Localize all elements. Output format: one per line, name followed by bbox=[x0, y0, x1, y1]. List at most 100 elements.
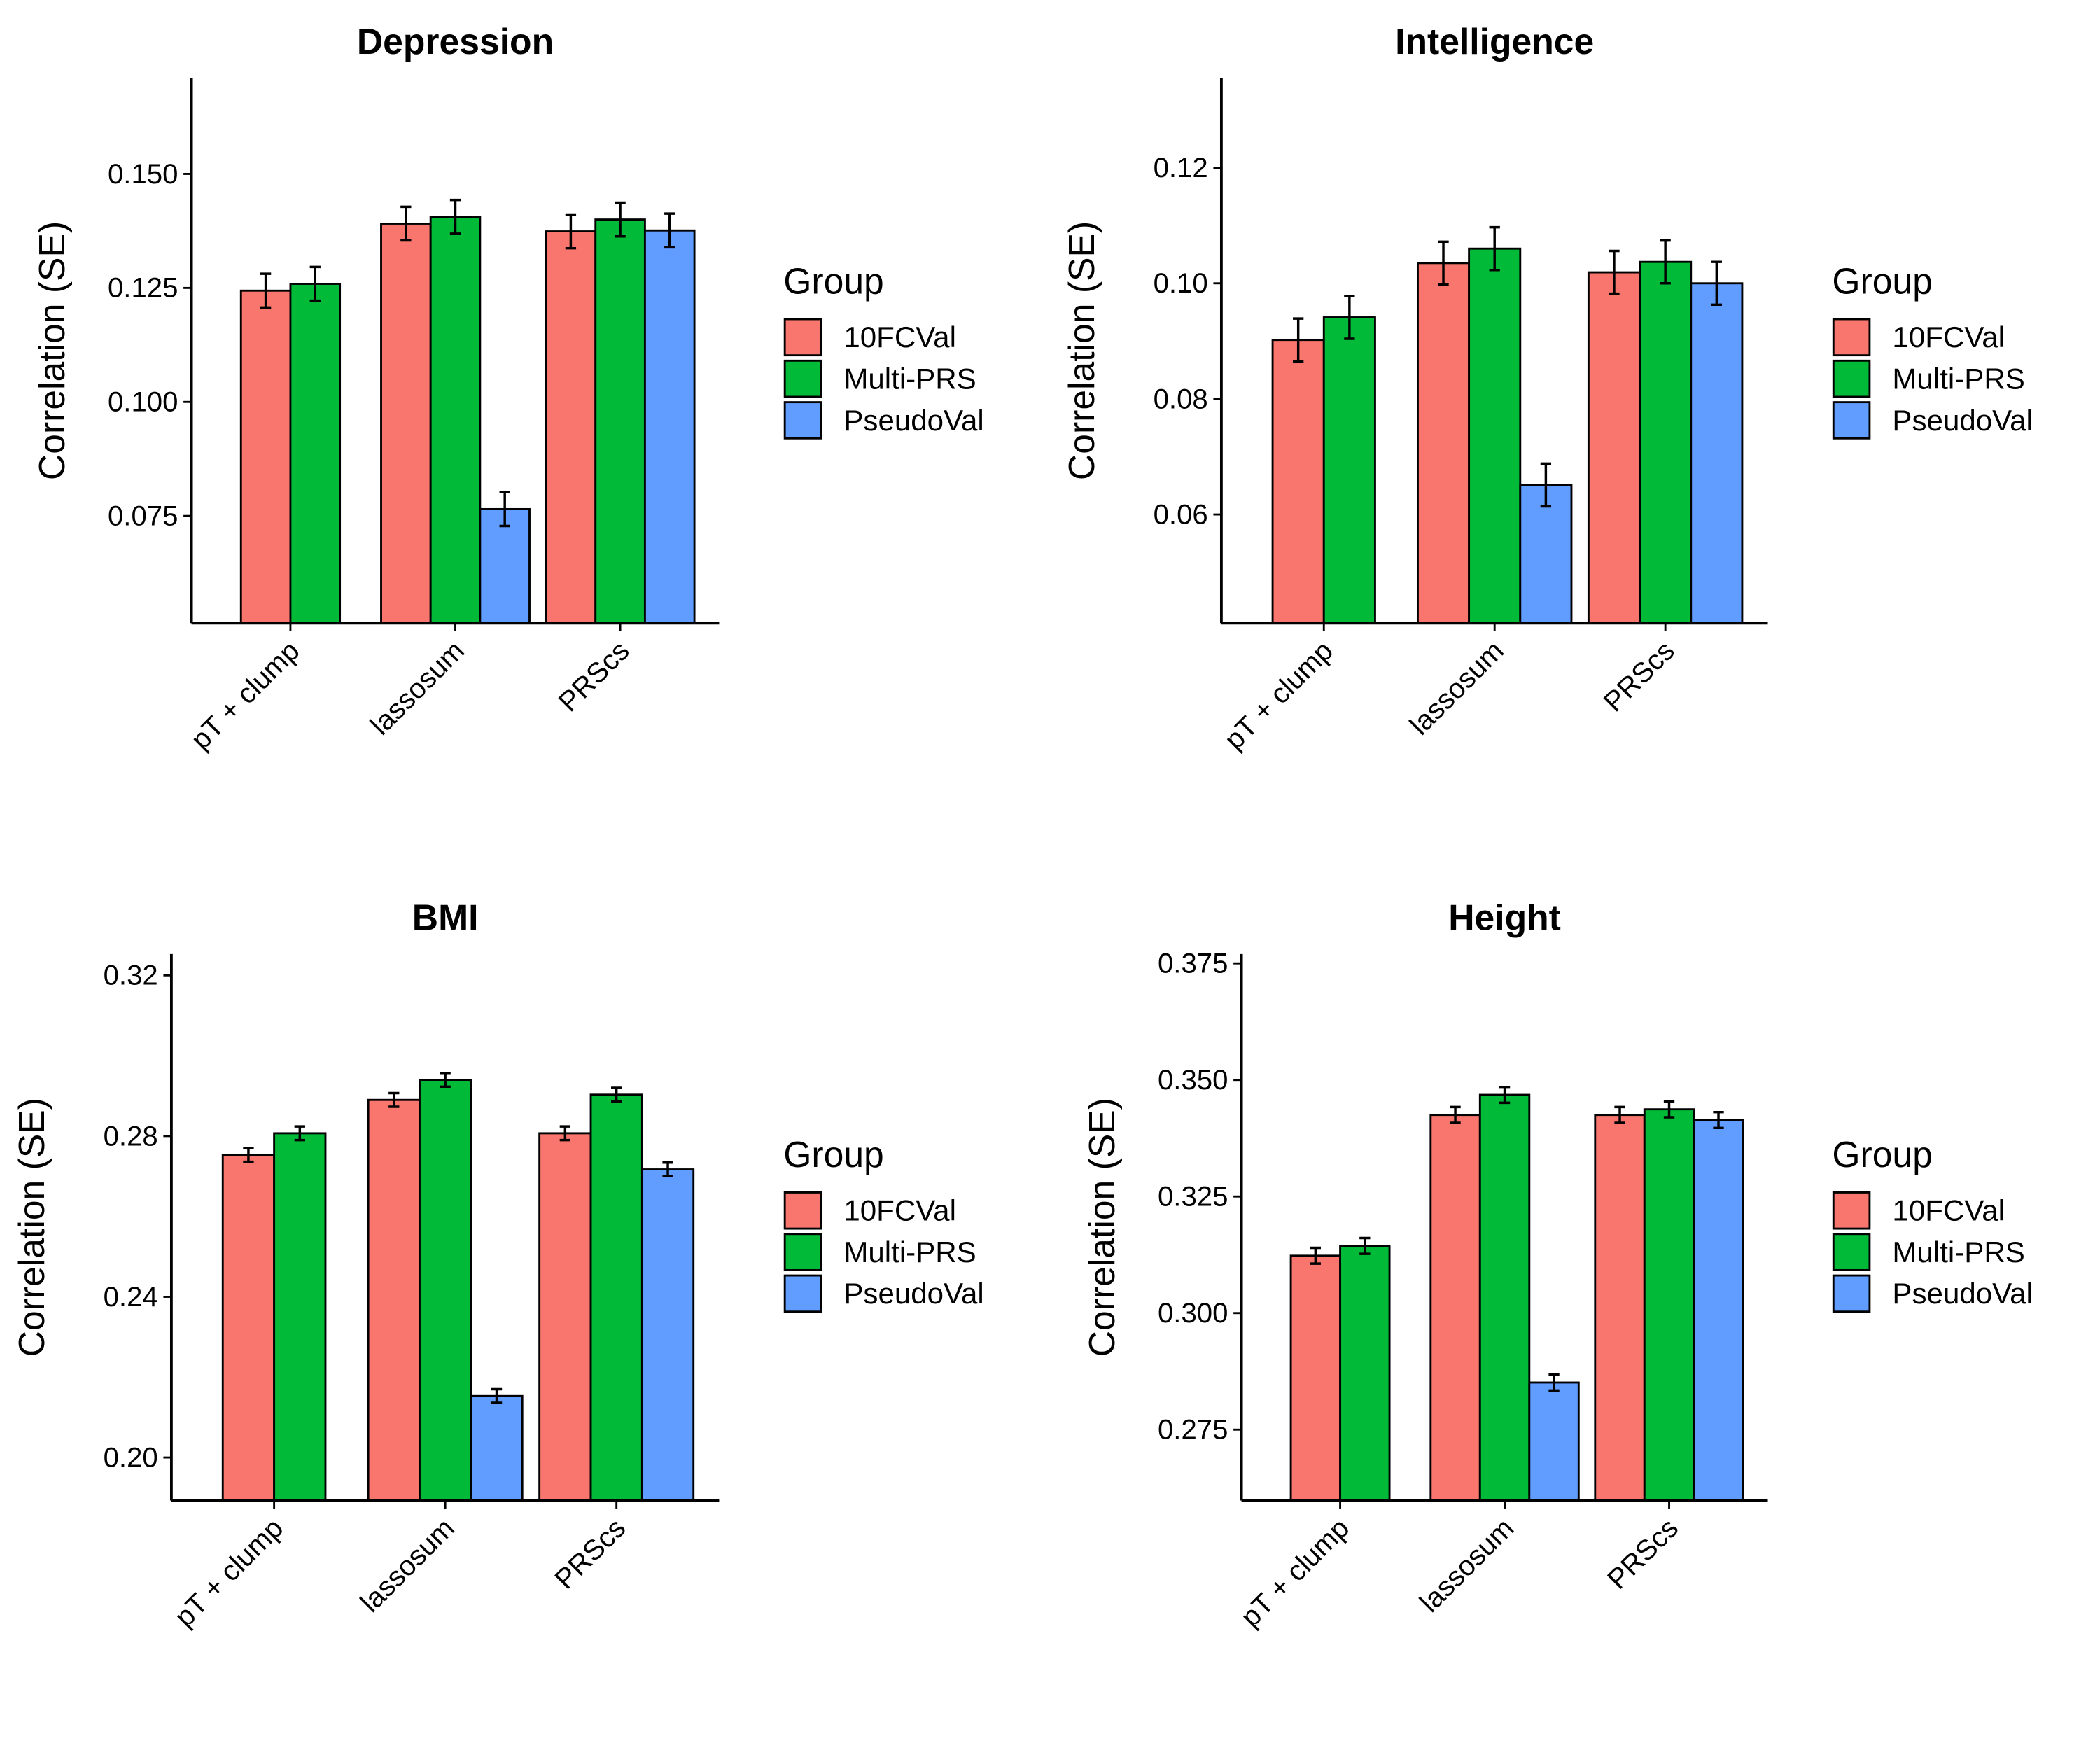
bar bbox=[1587, 271, 1641, 624]
legend-label: 10FCVal bbox=[1892, 1194, 2005, 1227]
bar bbox=[1528, 1381, 1580, 1502]
y-axis-title: Correlation (SE) bbox=[11, 1098, 52, 1357]
x-tick-label: PRScs bbox=[549, 1512, 632, 1595]
legend-label: PseudoVal bbox=[1892, 404, 2032, 437]
x-tick-label: pT + clump bbox=[1218, 635, 1339, 756]
legend-label: PseudoVal bbox=[844, 404, 983, 437]
legend-label: Multi-PRS bbox=[1892, 362, 2024, 395]
y-tick-label: 0.20 bbox=[104, 1441, 158, 1473]
bar bbox=[1639, 260, 1693, 624]
y-tick-label: 0.06 bbox=[1154, 498, 1208, 530]
legend-swatch bbox=[783, 1191, 822, 1230]
x-tick-label: PRScs bbox=[1597, 635, 1681, 718]
bar bbox=[429, 216, 482, 624]
legend-label: 10FCVal bbox=[844, 1194, 956, 1227]
y-tick-label: 0.24 bbox=[104, 1281, 158, 1312]
bar bbox=[380, 223, 432, 624]
x-tick-label: lassosum bbox=[1413, 1512, 1520, 1618]
y-tick-label: 0.125 bbox=[108, 272, 178, 304]
x-tick-label: PRScs bbox=[1602, 1512, 1685, 1595]
y-axis-title: Correlation (SE) bbox=[1061, 221, 1102, 480]
error-bar bbox=[615, 201, 626, 238]
legend-label: 10FCVal bbox=[844, 321, 956, 354]
error-bar bbox=[611, 1086, 622, 1103]
bar bbox=[594, 218, 646, 624]
error-bar bbox=[1713, 1110, 1724, 1130]
bar bbox=[538, 1132, 592, 1502]
legend-label: PseudoVal bbox=[844, 1277, 983, 1310]
legend-swatch bbox=[783, 1274, 822, 1313]
error-bar bbox=[1499, 1085, 1511, 1105]
error-bar bbox=[309, 265, 321, 302]
error-bar bbox=[294, 1125, 305, 1142]
y-tick-label: 0.10 bbox=[1154, 267, 1208, 299]
error-bar bbox=[664, 212, 676, 249]
error-bar bbox=[1450, 1105, 1461, 1124]
bar bbox=[1289, 1254, 1342, 1502]
y-tick-label: 0.12 bbox=[1154, 152, 1208, 183]
panel-title: Depression bbox=[357, 21, 554, 62]
bar bbox=[1322, 316, 1376, 624]
legend-swatch bbox=[1832, 401, 1871, 440]
bar bbox=[1519, 484, 1573, 624]
x-tick-label: pT + clump bbox=[185, 635, 306, 756]
error-bar bbox=[1663, 1100, 1675, 1119]
x-tick-label: lassosum bbox=[364, 635, 470, 741]
error-bar bbox=[1711, 260, 1722, 307]
x-tick-label: pT + clump bbox=[1235, 1512, 1356, 1633]
bar bbox=[419, 1079, 472, 1502]
bar bbox=[470, 1394, 524, 1502]
legend-title: Group bbox=[783, 1134, 884, 1175]
error-bar bbox=[559, 1125, 570, 1142]
error-bar bbox=[1438, 240, 1449, 286]
bar bbox=[1594, 1114, 1646, 1502]
error-bar bbox=[400, 205, 412, 242]
bar bbox=[589, 1093, 643, 1502]
legend-swatch bbox=[783, 1233, 822, 1271]
error-bar bbox=[1660, 239, 1671, 285]
legend-swatch bbox=[1832, 359, 1871, 398]
x-tick-label: lassosum bbox=[1404, 635, 1510, 741]
bar bbox=[273, 1132, 327, 1502]
bar bbox=[1429, 1114, 1481, 1502]
legend-label: 10FCVal bbox=[1892, 321, 2005, 354]
bar bbox=[239, 289, 292, 624]
bar bbox=[479, 507, 531, 624]
y-axis-title: Correlation (SE) bbox=[31, 221, 72, 480]
y-tick-label: 0.350 bbox=[1158, 1064, 1228, 1096]
y-tick-label: 0.075 bbox=[108, 500, 178, 532]
y-tick-label: 0.28 bbox=[104, 1120, 158, 1152]
error-bar bbox=[243, 1147, 254, 1163]
error-bar bbox=[1614, 1105, 1625, 1124]
legend-label: Multi-PRS bbox=[1892, 1236, 2024, 1268]
x-tick-label: PRScs bbox=[552, 635, 636, 718]
error-bar bbox=[1548, 1373, 1560, 1392]
bar bbox=[1643, 1108, 1695, 1502]
legend-swatch bbox=[1832, 1191, 1871, 1230]
error-bar bbox=[1293, 317, 1304, 363]
error-bar bbox=[1344, 295, 1355, 340]
legend-swatch bbox=[1832, 318, 1871, 357]
y-tick-label: 0.100 bbox=[108, 386, 178, 418]
y-axis-title: Correlation (SE) bbox=[1082, 1098, 1122, 1357]
legend-title: Group bbox=[783, 261, 884, 302]
bar bbox=[640, 1168, 695, 1502]
bar bbox=[221, 1154, 276, 1502]
error-bar bbox=[662, 1161, 673, 1178]
y-tick-label: 0.375 bbox=[1158, 948, 1228, 979]
legend-label: PseudoVal bbox=[1892, 1277, 2032, 1310]
legend-swatch bbox=[783, 318, 822, 357]
legend-label: Multi-PRS bbox=[844, 1236, 976, 1268]
bar bbox=[1416, 262, 1471, 624]
error-bar bbox=[491, 1387, 503, 1404]
y-tick-label: 0.32 bbox=[104, 960, 158, 991]
legend-swatch bbox=[1832, 1233, 1871, 1271]
x-tick-label: pT + clump bbox=[169, 1512, 290, 1633]
legend-label: Multi-PRS bbox=[844, 362, 976, 395]
bar bbox=[289, 283, 342, 624]
error-bar bbox=[1609, 249, 1620, 295]
error-bar bbox=[1359, 1236, 1371, 1255]
error-bar bbox=[1310, 1246, 1321, 1265]
